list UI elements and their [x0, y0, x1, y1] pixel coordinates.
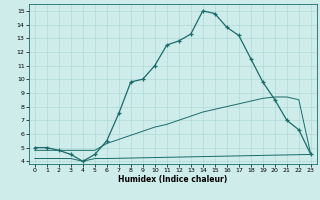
X-axis label: Humidex (Indice chaleur): Humidex (Indice chaleur): [118, 175, 228, 184]
